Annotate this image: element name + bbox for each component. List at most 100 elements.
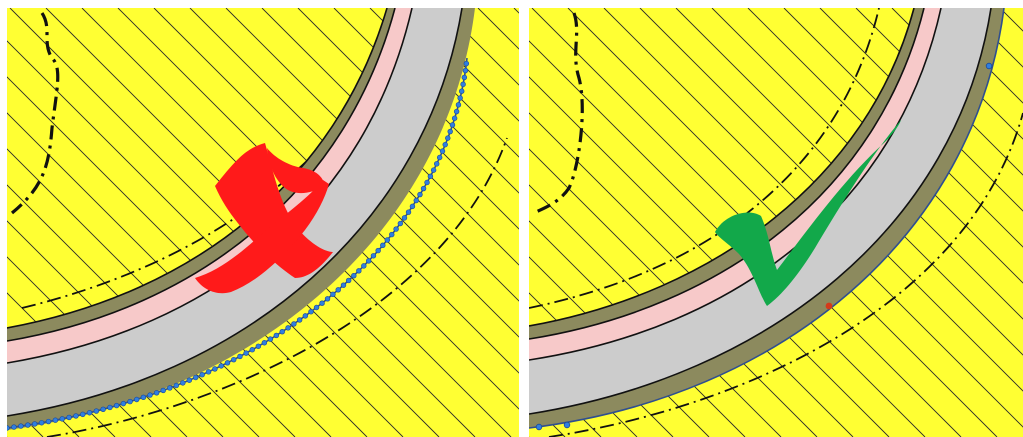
vertex-marker [134, 396, 140, 403]
vertex-marker [160, 387, 166, 394]
dash-dot-contour [10, 12, 60, 215]
hatch-line [7, 40, 404, 437]
vertex-marker [405, 209, 412, 215]
vertex-marker [335, 287, 341, 293]
vertex-marker [439, 148, 446, 154]
vertex-marker [180, 380, 186, 386]
hatch-line [261, 8, 519, 266]
vertex-marker [449, 122, 456, 128]
vertex-marker [224, 360, 231, 366]
vertex-marker [193, 374, 199, 381]
vertex-marker [393, 226, 399, 232]
polyline-edge-right [529, 8, 1005, 429]
vertex-marker [397, 220, 404, 227]
vertex-marker [380, 242, 386, 249]
hatch-line [7, 76, 368, 437]
hatch-line [225, 8, 519, 302]
vertex-marker [296, 317, 303, 323]
vertex-marker [453, 108, 460, 115]
vertex-marker [345, 277, 352, 284]
vertex-marker [11, 424, 17, 430]
vertex-marker [365, 258, 372, 264]
vertex-marker [249, 347, 255, 353]
vertex-marker [153, 390, 160, 396]
vertex-marker [389, 231, 395, 238]
panel-incorrect [7, 8, 519, 437]
panel-correct [529, 8, 1023, 437]
hatch-line [529, 112, 854, 437]
vertex-marker [173, 382, 180, 389]
hatch-line [783, 8, 1023, 248]
dash-dot-contour [533, 12, 584, 215]
vertex-marker [324, 296, 331, 302]
hatch-line [711, 8, 1023, 320]
vertex-marker [199, 372, 205, 378]
vertex-marker [313, 304, 320, 311]
vertex-marker [218, 363, 224, 369]
vertex-markers-dense [7, 60, 470, 431]
vertex-marker [255, 343, 262, 349]
vertex-marker [461, 74, 468, 81]
dash-dot-inner-ring [46, 137, 508, 437]
vertex-marker [167, 385, 173, 391]
vertex-marker [231, 356, 237, 363]
vertex-marker [86, 410, 93, 416]
vertex-marker [424, 179, 430, 186]
vertex-marker [434, 161, 440, 167]
vertex-marker [261, 340, 268, 346]
vertex-marker [340, 282, 347, 288]
vertex-marker [38, 420, 45, 426]
vertex-marker [73, 413, 79, 419]
checkmark-icon [715, 120, 901, 306]
band-olive-inner [7, 8, 475, 430]
vertex-marker [401, 215, 408, 221]
vertex-marker [370, 253, 377, 259]
vertex-marker [186, 377, 192, 383]
vertex-marker [427, 173, 434, 180]
vertex-marker [455, 102, 462, 108]
vertex-marker [237, 353, 243, 360]
vertex-marker [351, 272, 357, 279]
vertex-marker [243, 350, 249, 356]
vertex-marker [140, 394, 147, 401]
vertex-marker [113, 402, 120, 409]
hatch-line [441, 8, 519, 86]
vertex-marker [462, 67, 469, 74]
dash-dot-inner-ring [548, 112, 1023, 437]
vertex-marker [384, 237, 391, 243]
vertex-marker [59, 416, 65, 422]
vertex-marker [205, 369, 212, 375]
vertex-marker [25, 422, 31, 428]
vertex-marker [273, 332, 280, 339]
vertex-marker [463, 60, 470, 67]
band-olive-inner [529, 8, 1004, 428]
hatch-line [927, 8, 1023, 104]
vertex-marker [457, 95, 463, 101]
vertex-marker [430, 167, 437, 173]
vertex-marker [447, 128, 453, 135]
vertex-marker [279, 328, 285, 335]
hatch-line [7, 112, 332, 437]
vertex-marker [459, 88, 465, 94]
vertex-marker [80, 411, 86, 418]
vertex-marker [45, 418, 52, 425]
vertex-marker [107, 404, 113, 411]
vertex-marker [442, 141, 448, 148]
vertex-marker [417, 191, 423, 198]
hatch-line [529, 40, 926, 437]
vertex-marker [308, 309, 314, 315]
panel-correct-drawing [529, 8, 1023, 437]
vertex-marker [291, 321, 297, 327]
vertex-marker [451, 115, 458, 121]
vertex-marker [375, 247, 381, 254]
vertex-marker [66, 414, 72, 421]
vertex-marker [93, 408, 100, 414]
hatch-line [529, 148, 818, 437]
hatch-line [9, 8, 440, 437]
vertex-marker [127, 398, 133, 405]
vertex-marker [413, 197, 419, 204]
vertex-markers-sparse [535, 62, 993, 431]
hatch-line [529, 76, 890, 437]
vertex-marker [100, 406, 106, 412]
